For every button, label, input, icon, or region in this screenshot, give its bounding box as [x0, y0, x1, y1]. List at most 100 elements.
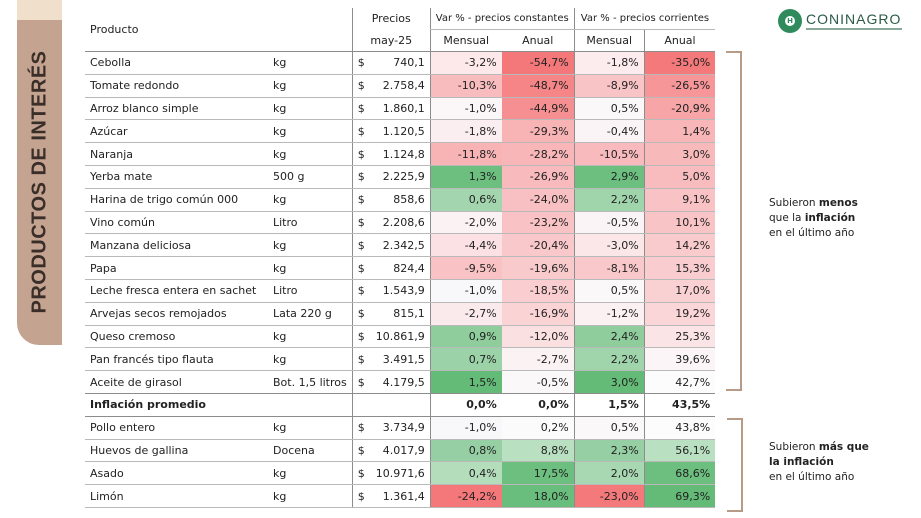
cell-corr-mensual: -8,9% — [573, 74, 645, 98]
cell-corr-anual: 3,0% — [643, 142, 716, 166]
cell-precio — [351, 393, 431, 417]
cell-corr-mensual: -8,1% — [573, 256, 645, 280]
cell-corr-mensual: 2,4% — [573, 325, 645, 349]
cell-const-anual: -48,7% — [501, 74, 575, 98]
price-value: 740,1 — [393, 56, 425, 70]
cell-producto: Tomate redondo — [85, 74, 268, 98]
cell-const-anual: -0,5% — [501, 370, 575, 394]
cell-precio: $2.758,4 — [351, 74, 431, 98]
price-value: 824,4 — [393, 261, 425, 275]
cell-const-anual: 18,0% — [501, 484, 575, 508]
cell-const-anual: -23,2% — [501, 211, 575, 235]
cell-const-mensual: 0,4% — [429, 461, 502, 486]
cell-precio: $1.860,1 — [351, 97, 431, 121]
header-const-anual: Anual — [501, 29, 575, 52]
table-row: Tomate redondo kg $2.758,4 -10,3% -48,7% -8,9… — [85, 74, 716, 98]
cell-corr-anual: 14,2% — [643, 233, 716, 258]
cell-const-anual: 0,2% — [501, 416, 575, 440]
bracket-menos — [726, 51, 742, 391]
cell-precio: $858,6 — [351, 188, 431, 212]
price-value: 2.758,4 — [382, 79, 425, 93]
cell-corr-anual: 19,2% — [643, 302, 716, 326]
cell-precio: $3.491,5 — [351, 347, 431, 372]
cell-corr-mensual: -1,2% — [573, 302, 645, 326]
currency-symbol: $ — [357, 421, 365, 435]
cell-unidad: kg — [268, 325, 353, 349]
cell-const-mensual: 1,3% — [429, 165, 502, 189]
price-value: 2.342,5 — [382, 238, 425, 252]
price-value: 858,6 — [393, 193, 425, 207]
bracket-mas — [727, 418, 743, 512]
cell-const-mensual: 1,5% — [429, 370, 502, 394]
cell-const-mensual: -2,0% — [429, 211, 502, 235]
header-unit-blank — [268, 8, 353, 52]
cell-unidad — [268, 393, 353, 417]
cell-producto: Yerba mate — [85, 165, 268, 189]
cell-unidad: Docena — [268, 439, 353, 463]
cell-unidad: kg — [268, 119, 353, 144]
price-value: 1.361,4 — [382, 489, 425, 503]
cell-const-mensual: 0,8% — [429, 439, 502, 463]
table-row: Huevos de gallina Docena $4.017,9 0,8% 8,8% 2… — [85, 439, 716, 463]
currency-symbol: $ — [357, 375, 365, 389]
cell-const-anual: -24,0% — [501, 188, 575, 212]
cell-const-anual: -18,5% — [501, 279, 575, 303]
cell-unidad: kg — [268, 51, 353, 75]
table-row: Cebolla kg $740,1 -3,2% -54,7% -1,8% -35,0% — [85, 51, 716, 75]
table-row: Aceite de girasol Bot. 1,5 litros $4.179,5… — [85, 370, 716, 394]
cell-unidad: kg — [268, 484, 353, 508]
header-producto: Producto — [85, 8, 268, 52]
table-row: Manzana deliciosa kg $2.342,5 -4,4% -20,4% -3… — [85, 233, 716, 258]
cell-producto: Pollo entero — [85, 416, 268, 440]
note-menos-bold2: inflación — [804, 212, 856, 224]
side-tab-accent — [17, 0, 62, 20]
currency-symbol: $ — [357, 307, 365, 321]
cell-corr-mensual: -0,4% — [573, 119, 645, 144]
currency-symbol: $ — [357, 466, 365, 480]
note-mas-text: Subieron — [769, 441, 819, 453]
cell-const-anual: 0,0% — [501, 393, 575, 417]
cell-const-mensual: -1,0% — [429, 416, 502, 440]
cell-const-anual: 17,5% — [501, 461, 575, 486]
table-row: Asado kg $10.971,6 0,4% 17,5% 2,0% 68,6% — [85, 461, 716, 486]
price-value: 10.971,6 — [375, 466, 425, 480]
side-tab — [17, 20, 62, 345]
price-value: 2.208,6 — [382, 215, 425, 229]
cell-const-anual: -26,9% — [501, 165, 575, 189]
cell-corr-anual: 43,8% — [643, 416, 716, 440]
price-value: 2.225,9 — [382, 170, 425, 184]
cell-unidad: Lata 220 g — [268, 302, 353, 326]
cell-const-mensual: -11,8% — [429, 142, 502, 166]
cell-const-anual: -28,2% — [501, 142, 575, 166]
price-value: 1.120,5 — [382, 124, 425, 138]
cell-const-mensual: -4,4% — [429, 233, 502, 258]
cell-corr-anual: 15,3% — [643, 256, 716, 280]
table-row: Harina de trigo común 000 kg $858,6 0,6% -24… — [85, 188, 716, 212]
cell-corr-anual: 39,6% — [643, 347, 716, 372]
cell-const-mensual: 0,0% — [429, 393, 502, 417]
cell-corr-anual: -26,5% — [643, 74, 716, 98]
price-value: 1.124,8 — [382, 147, 425, 161]
logo-tagline — [806, 28, 902, 30]
cell-unidad: Litro — [268, 211, 353, 235]
cell-corr-mensual: 2,2% — [573, 347, 645, 372]
table-row: Papa kg $824,4 -9,5% -19,6% -8,1% 15,3% — [85, 256, 716, 280]
cell-unidad: kg — [268, 142, 353, 166]
cell-const-mensual: -9,5% — [429, 256, 502, 280]
cell-corr-anual: 1,4% — [643, 119, 716, 144]
note-menos-line2: que la — [769, 212, 805, 224]
cell-const-mensual: -10,3% — [429, 74, 502, 98]
cell-corr-anual: 69,3% — [643, 484, 716, 508]
cell-producto: Huevos de gallina — [85, 439, 268, 463]
cell-const-mensual: -1,0% — [429, 279, 502, 303]
table-row: Azúcar kg $1.120,5 -1,8% -29,3% -0,4% 1,4% — [85, 119, 716, 144]
header-corr-mensual: Mensual — [573, 29, 645, 52]
note-mas-bold: más que — [818, 441, 869, 453]
price-value: 1.543,9 — [382, 284, 425, 298]
currency-symbol: $ — [357, 170, 365, 184]
price-value: 3.491,5 — [382, 352, 425, 366]
cell-producto: Azúcar — [85, 119, 268, 144]
cell-precio: $2.208,6 — [351, 211, 431, 235]
cell-corr-mensual: -10,5% — [573, 142, 645, 166]
cell-corr-mensual: -3,0% — [573, 233, 645, 258]
